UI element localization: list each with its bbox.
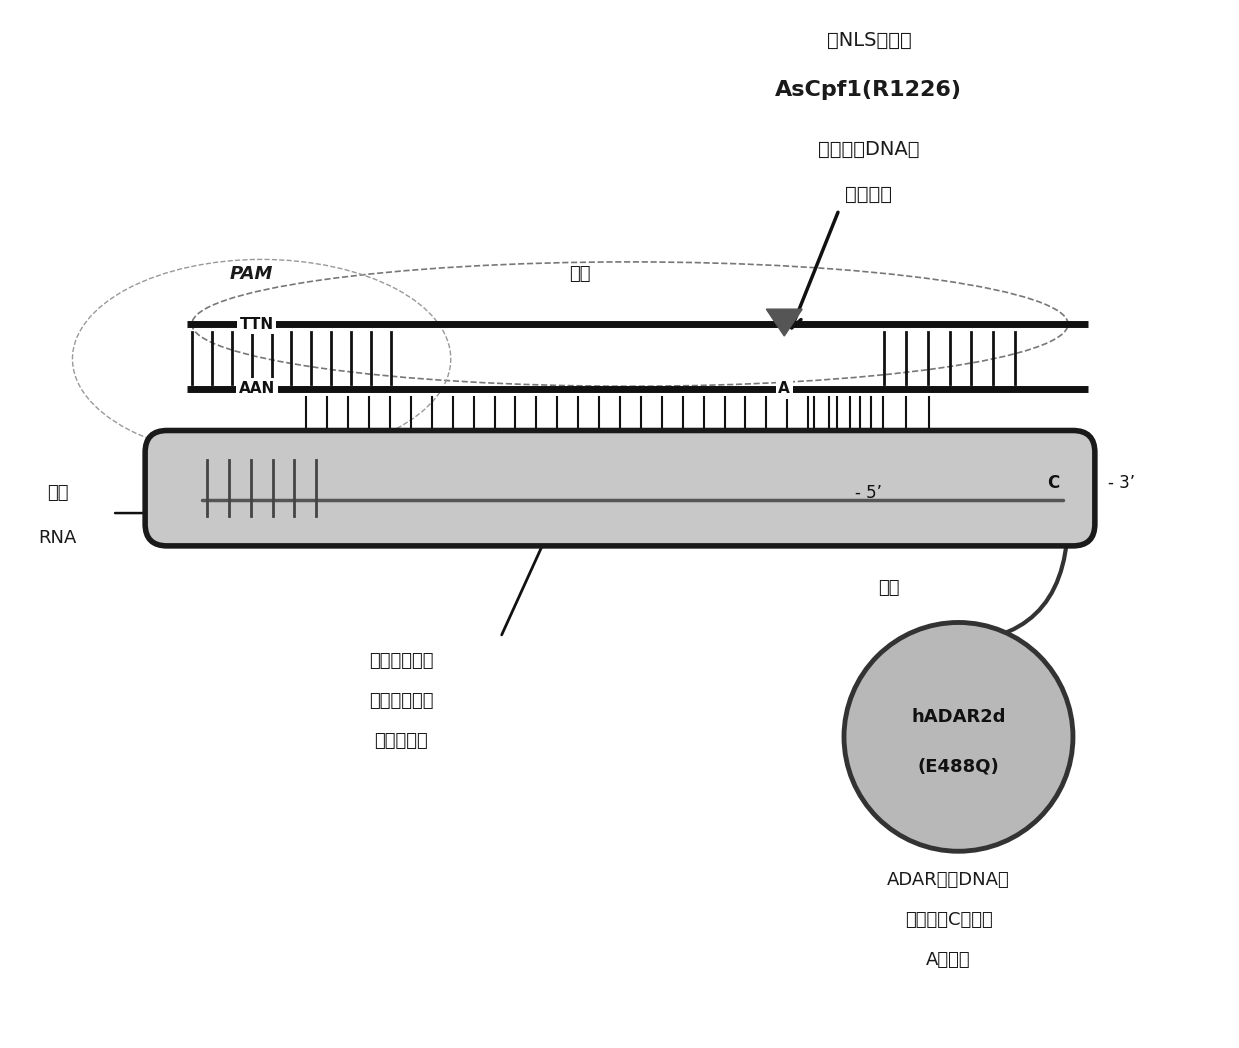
Text: RNA: RNA bbox=[38, 529, 77, 547]
Circle shape bbox=[844, 623, 1073, 851]
Text: 可以延长指导: 可以延长指导 bbox=[369, 652, 434, 671]
Text: 产生切口: 产生切口 bbox=[845, 184, 892, 203]
Text: (E488Q): (E488Q) bbox=[918, 758, 1000, 776]
Text: 与非配对C相对的: 与非配对C相对的 bbox=[904, 911, 992, 929]
Text: - 3’: - 3’ bbox=[1108, 474, 1135, 493]
Text: 靶标: 靶标 bbox=[570, 265, 591, 283]
Text: 带NLS标签的: 带NLS标签的 bbox=[826, 30, 911, 49]
Text: 指导: 指导 bbox=[47, 484, 68, 502]
FancyBboxPatch shape bbox=[145, 431, 1095, 546]
Text: TTN: TTN bbox=[239, 316, 274, 331]
Text: A脱氨基: A脱氨基 bbox=[927, 951, 971, 968]
Text: 使非互补DNA链: 使非互补DNA链 bbox=[818, 140, 919, 159]
Text: AAN: AAN bbox=[239, 381, 275, 396]
Polygon shape bbox=[767, 309, 802, 336]
Text: A: A bbox=[778, 381, 790, 396]
Text: AsCpf1(R1226): AsCpf1(R1226) bbox=[776, 81, 963, 101]
Text: hADAR2d: hADAR2d bbox=[911, 708, 1006, 726]
Text: 序列以增加异: 序列以增加异 bbox=[369, 692, 434, 711]
Text: - 5’: - 5’ bbox=[855, 484, 882, 502]
Text: ADAR使靶DNA中: ADAR使靶DNA中 bbox=[887, 871, 1010, 889]
Text: C: C bbox=[1047, 474, 1059, 493]
Text: TTN: TTN bbox=[239, 316, 274, 331]
Text: 源双链体区: 源双链体区 bbox=[374, 732, 427, 750]
Text: PAM: PAM bbox=[230, 265, 274, 283]
Text: 接头: 接头 bbox=[878, 578, 900, 596]
